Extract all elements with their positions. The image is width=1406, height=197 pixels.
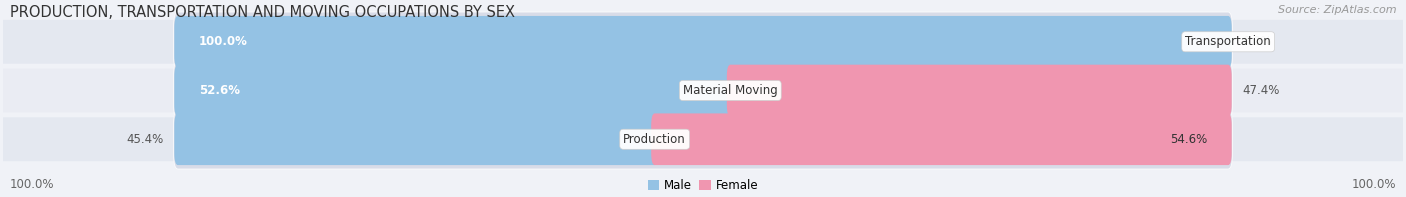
Text: Transportation: Transportation: [1185, 35, 1271, 48]
FancyBboxPatch shape: [174, 65, 734, 116]
FancyBboxPatch shape: [651, 113, 1232, 165]
Text: 0.0%: 0.0%: [1241, 35, 1272, 48]
Text: 45.4%: 45.4%: [127, 133, 165, 146]
Text: 54.6%: 54.6%: [1170, 133, 1208, 146]
FancyBboxPatch shape: [173, 61, 1233, 120]
FancyBboxPatch shape: [3, 69, 1403, 112]
Text: Production: Production: [623, 133, 686, 146]
FancyBboxPatch shape: [174, 16, 1232, 68]
FancyBboxPatch shape: [727, 65, 1232, 116]
Text: 100.0%: 100.0%: [198, 35, 247, 48]
FancyBboxPatch shape: [3, 117, 1403, 161]
Text: 100.0%: 100.0%: [10, 177, 55, 190]
FancyBboxPatch shape: [173, 12, 1233, 72]
Legend: Male, Female: Male, Female: [643, 175, 763, 197]
FancyBboxPatch shape: [3, 20, 1403, 64]
FancyBboxPatch shape: [173, 110, 1233, 169]
Text: 47.4%: 47.4%: [1241, 84, 1279, 97]
Text: Source: ZipAtlas.com: Source: ZipAtlas.com: [1278, 5, 1396, 15]
Text: Material Moving: Material Moving: [683, 84, 778, 97]
Text: 52.6%: 52.6%: [198, 84, 240, 97]
FancyBboxPatch shape: [174, 113, 658, 165]
Text: PRODUCTION, TRANSPORTATION AND MOVING OCCUPATIONS BY SEX: PRODUCTION, TRANSPORTATION AND MOVING OC…: [10, 5, 515, 20]
Text: 100.0%: 100.0%: [1351, 177, 1396, 190]
